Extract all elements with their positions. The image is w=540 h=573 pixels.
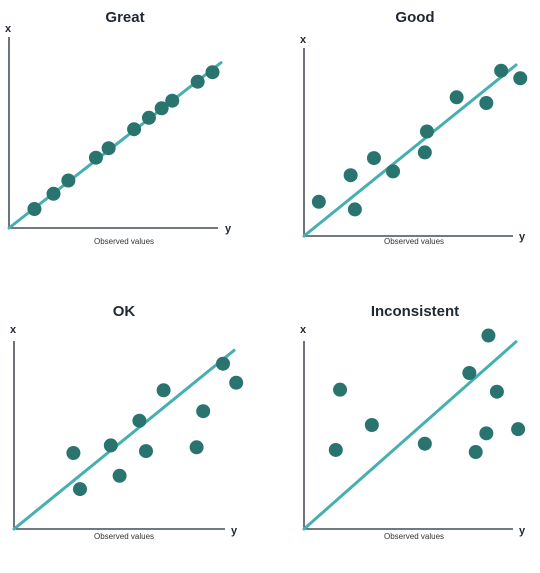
x-axis-label: Observed values <box>94 532 154 541</box>
data-point <box>481 328 496 343</box>
y-axis-letter: x <box>300 324 307 336</box>
x-axis-label: Observed values <box>94 237 154 246</box>
data-point <box>462 366 477 380</box>
data-point <box>449 90 464 105</box>
y-axis-letter: x <box>5 23 12 35</box>
plot-area <box>302 63 528 238</box>
data-point <box>494 63 509 78</box>
panel-title: OK <box>113 303 136 320</box>
data-point <box>386 164 401 179</box>
x-axis-letter: y <box>231 525 238 537</box>
panel-title: Good <box>395 9 434 26</box>
data-point <box>419 124 434 139</box>
data-point <box>103 438 118 453</box>
fit-line <box>302 340 518 531</box>
x-axis-letter: y <box>519 525 526 537</box>
data-point <box>229 375 244 390</box>
panel-great: Great x y Observed values <box>5 9 232 246</box>
data-point <box>311 194 326 209</box>
fit-line <box>12 348 236 531</box>
y-axis-letter: x <box>300 34 307 46</box>
data-point <box>511 422 526 437</box>
data-point <box>46 186 61 201</box>
data-point <box>27 202 42 216</box>
data-point <box>61 173 76 188</box>
x-axis-letter: y <box>519 231 526 243</box>
data-point <box>347 202 362 217</box>
x-axis-letter: y <box>225 223 232 235</box>
data-point <box>417 436 432 451</box>
data-point <box>165 93 180 108</box>
data-point <box>132 413 147 428</box>
data-point <box>489 384 504 399</box>
data-point <box>468 445 483 460</box>
data-point <box>333 382 348 397</box>
data-point <box>479 426 494 441</box>
panel-title: Inconsistent <box>371 303 459 320</box>
data-point <box>417 145 432 160</box>
data-point <box>364 418 379 432</box>
plot-area <box>7 61 223 230</box>
y-axis-letter: x <box>10 324 17 336</box>
data-point <box>190 74 205 89</box>
data-point <box>101 141 116 156</box>
x-axis-label: Observed values <box>384 532 444 541</box>
data-point <box>205 65 220 80</box>
data-point <box>328 442 343 457</box>
plot-area <box>302 328 526 531</box>
plot-area <box>12 348 244 531</box>
data-point <box>343 168 358 183</box>
x-axis-label: Observed values <box>384 237 444 246</box>
data-point <box>513 71 528 86</box>
data-point <box>196 404 211 419</box>
panel-ok: OK x y Observed values <box>10 303 244 541</box>
data-point <box>189 440 204 455</box>
fit-line <box>302 63 518 238</box>
data-point <box>139 444 153 459</box>
data-point <box>156 383 171 398</box>
data-point <box>216 356 230 371</box>
panel-good: Good x y Observed values <box>300 9 528 246</box>
panel-title: Great <box>105 9 144 26</box>
data-point <box>479 96 494 110</box>
data-point <box>127 122 142 137</box>
data-point <box>112 468 127 483</box>
data-point <box>66 446 81 460</box>
data-point <box>88 150 103 165</box>
data-point <box>141 110 156 125</box>
data-point <box>73 482 87 497</box>
data-point <box>366 151 381 166</box>
panel-inconsistent: Inconsistent x y Observed values <box>300 303 526 541</box>
data-point <box>154 101 169 116</box>
